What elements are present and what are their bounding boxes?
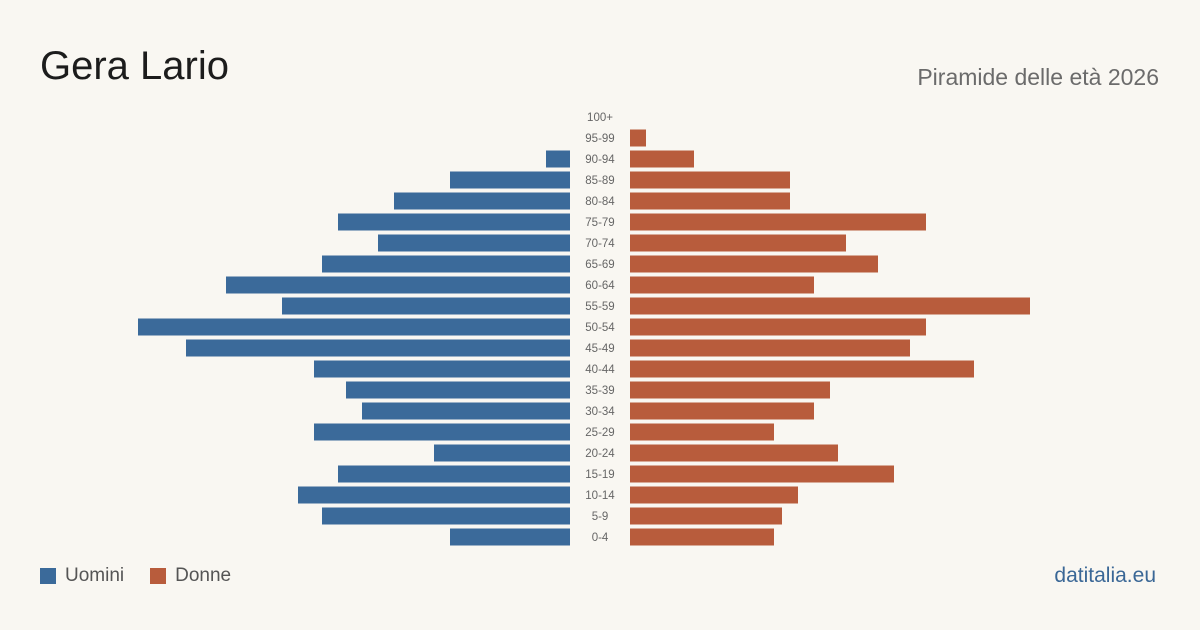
bar-men-90-94 xyxy=(546,150,570,168)
legend-label-women: Donne xyxy=(175,565,232,586)
age-label-20-24: 20-24 xyxy=(585,448,615,460)
bar-women-20-24 xyxy=(630,444,838,462)
bar-women-50-54 xyxy=(630,318,926,336)
bar-women-60-64 xyxy=(630,276,814,294)
bar-men-80-84 xyxy=(394,192,570,210)
age-label-100-plus: 100+ xyxy=(587,112,613,124)
bar-men-65-69 xyxy=(322,255,570,273)
bar-women-25-29 xyxy=(630,423,774,441)
bar-women-30-34 xyxy=(630,402,814,420)
age-label-80-84: 80-84 xyxy=(585,196,615,208)
age-label-0-4: 0-4 xyxy=(592,532,609,544)
bar-women-55-59 xyxy=(630,297,1030,315)
chart-legend: Uomini Donne xyxy=(40,565,257,587)
bar-men-70-74 xyxy=(378,234,570,252)
bar-men-45-49 xyxy=(186,339,570,357)
bar-women-5-9 xyxy=(630,507,782,525)
bar-women-95-99 xyxy=(630,129,646,147)
bar-women-80-84 xyxy=(630,192,790,210)
bar-men-25-29 xyxy=(314,423,570,441)
age-label-55-59: 55-59 xyxy=(585,301,614,313)
legend-item-men: Uomini xyxy=(40,565,124,587)
age-label-70-74: 70-74 xyxy=(585,238,615,250)
bar-women-90-94 xyxy=(630,150,694,168)
bar-men-75-79 xyxy=(338,213,570,231)
age-label-95-99: 95-99 xyxy=(585,133,614,145)
age-label-25-29: 25-29 xyxy=(585,427,614,439)
chart-subtitle: Piramide delle età 2026 xyxy=(917,64,1159,90)
bar-women-0-4 xyxy=(630,528,774,546)
age-label-15-19: 15-19 xyxy=(585,469,614,481)
bar-men-5-9 xyxy=(322,507,570,525)
legend-swatch-women xyxy=(150,568,167,584)
bar-men-20-24 xyxy=(434,444,570,462)
bar-men-30-34 xyxy=(362,402,570,420)
age-label-10-14: 10-14 xyxy=(585,490,615,502)
bar-men-0-4 xyxy=(450,528,570,546)
bar-women-45-49 xyxy=(630,339,910,357)
bar-women-85-89 xyxy=(630,171,790,189)
bar-men-50-54 xyxy=(138,318,570,336)
age-label-50-54: 50-54 xyxy=(585,322,615,334)
bar-men-85-89 xyxy=(450,171,570,189)
age-label-30-34: 30-34 xyxy=(585,406,615,418)
bar-women-70-74 xyxy=(630,234,846,252)
age-label-85-89: 85-89 xyxy=(585,175,614,187)
page-title: Gera Lario xyxy=(40,44,229,88)
legend-label-men: Uomini xyxy=(65,565,125,586)
site-link[interactable]: datitalia.eu xyxy=(1054,564,1156,587)
bar-women-75-79 xyxy=(630,213,926,231)
age-label-5-9: 5-9 xyxy=(592,511,609,523)
bar-women-10-14 xyxy=(630,486,798,504)
bar-men-35-39 xyxy=(346,381,570,399)
bar-men-40-44 xyxy=(314,360,570,378)
legend-item-women: Donne xyxy=(150,565,231,587)
bar-men-60-64 xyxy=(226,276,570,294)
bar-men-10-14 xyxy=(298,486,570,504)
legend-swatch-men xyxy=(40,568,56,584)
age-label-65-69: 65-69 xyxy=(585,259,614,271)
bar-men-15-19 xyxy=(338,465,570,483)
bar-women-15-19 xyxy=(630,465,894,483)
age-label-40-44: 40-44 xyxy=(585,364,615,376)
bar-women-65-69 xyxy=(630,255,878,273)
age-label-45-49: 45-49 xyxy=(585,343,614,355)
age-label-35-39: 35-39 xyxy=(585,385,614,397)
age-label-75-79: 75-79 xyxy=(585,217,614,229)
bar-women-40-44 xyxy=(630,360,974,378)
age-label-60-64: 60-64 xyxy=(585,280,615,292)
bar-women-35-39 xyxy=(630,381,830,399)
age-label-90-94: 90-94 xyxy=(585,154,615,166)
bar-men-55-59 xyxy=(282,297,570,315)
